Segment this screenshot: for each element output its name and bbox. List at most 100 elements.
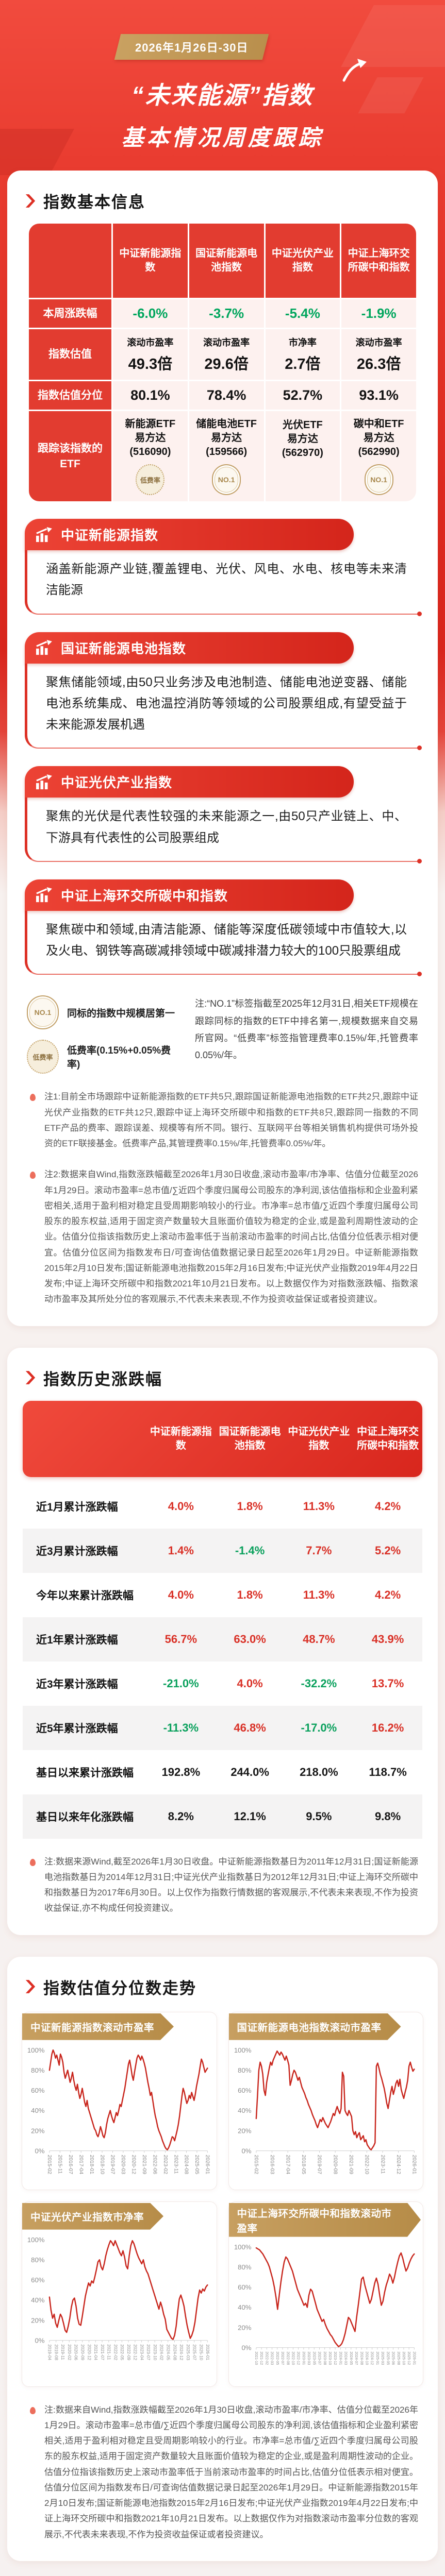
chart-title: 中证上海环交所碳中和指数滚动市盈率 — [229, 2203, 421, 2237]
cell-value: 11.3% — [303, 1588, 335, 1601]
cell-value: -1.9% — [361, 306, 397, 321]
svg-text:2021-07: 2021-07 — [100, 2344, 105, 2360]
svg-text:100%: 100% — [234, 2046, 251, 2054]
svg-text:2023-10: 2023-10 — [328, 2351, 332, 2365]
row-label: 跟踪该指数的ETF — [29, 411, 111, 501]
etf-name: 新能源ETF — [125, 418, 176, 430]
svg-text:2020-12: 2020-12 — [131, 2155, 137, 2174]
svg-text:2019-08: 2019-08 — [54, 2344, 59, 2360]
basic-info-table: 中证新能源指数 国证新能源电池指数 中证光伏产业指数 中证上海环交所碳中和指数 … — [29, 224, 416, 501]
svg-text:2022-02: 2022-02 — [113, 2344, 118, 2360]
section-header-history: 指数历史涨跌幅 — [22, 1363, 423, 1401]
row-label: 近1月累计涨跌幅 — [36, 1501, 118, 1513]
svg-text:2023-12: 2023-12 — [333, 2351, 337, 2365]
row-label: 基日以来年化涨跌幅 — [36, 1811, 134, 1823]
table-row: 近5年累计涨跌幅 -11.3% 46.8% -17.0% 16.2% — [23, 1705, 422, 1750]
table-row: 今年以来累计涨跌幅 4.0% 1.8% 11.3% 4.2% — [23, 1573, 422, 1617]
svg-text:2024-10: 2024-10 — [365, 2351, 369, 2365]
cell-value: 93.1% — [359, 387, 399, 403]
chart-title: 中证新能源指数滚动市盈率 — [22, 2013, 174, 2040]
svg-text:80%: 80% — [31, 2066, 45, 2074]
legend-item-no1: NO.1 同标的指数中规模居第一 — [27, 995, 182, 1030]
svg-text:2019-07: 2019-07 — [316, 2155, 322, 2174]
svg-text:2023-04: 2023-04 — [139, 2344, 144, 2360]
svg-text:2024-12: 2024-12 — [395, 2155, 401, 2174]
svg-text:60%: 60% — [31, 2276, 45, 2284]
cell-value: 52.7% — [283, 387, 323, 403]
cell-value: 4.0% — [168, 1588, 194, 1601]
chart-panel-photovoltaic: 中证光伏产业指数市净率 100% 80% 60% 40% 20% 0% 2019-04 201… — [22, 2201, 217, 2387]
svg-text:2018-05: 2018-05 — [301, 2155, 306, 2174]
svg-text:0%: 0% — [35, 2147, 44, 2155]
table-row: 近1年累计涨跌幅 56.7% 63.0% 48.7% 43.9% — [23, 1617, 422, 1662]
svg-text:2018-01: 2018-01 — [89, 2155, 94, 2174]
etf-code: (562970) — [282, 447, 323, 459]
history-table-header: 中证新能源指数 国证新能源电池指数 中证光伏产业指数 中证上海环交所碳中和指数 — [23, 1400, 422, 1477]
chevron-icon — [25, 1980, 36, 1993]
cell-value: 49.3倍 — [128, 356, 173, 372]
cell-value: -32.2% — [301, 1676, 337, 1690]
column-header: 中证上海环交所碳中和指数 — [357, 1426, 419, 1451]
svg-text:2015-02: 2015-02 — [253, 2155, 259, 2174]
section-title: 指数基本信息 — [43, 193, 145, 211]
cell-value: 118.7% — [369, 1765, 407, 1778]
table-corner — [29, 224, 111, 298]
etf-company: 易方达 — [287, 433, 318, 445]
cell-value: -21.0% — [163, 1676, 199, 1690]
etf-cell: 光伏ETF 易方达 (562970) — [265, 411, 340, 501]
cell-value: 48.7% — [303, 1632, 335, 1646]
svg-text:2022-05: 2022-05 — [120, 2344, 125, 2360]
header: 2026年1月26日-30日 “未来能源”指数 基本情况周度跟踪 — [0, 0, 445, 171]
chevron-icon — [25, 1371, 36, 1384]
cell-value: 11.3% — [303, 1499, 335, 1513]
index-banner: 中证新能源指数 — [25, 519, 354, 550]
basic-info-card: 指数基本信息 中证新能源指数 国证新能源电池指数 中证光伏产业指数 中证上海环交… — [7, 171, 438, 1326]
cell-value: 5.2% — [375, 1544, 401, 1557]
svg-text:40%: 40% — [238, 2107, 252, 2114]
chevron-icon — [25, 194, 36, 208]
svg-text:2022-07: 2022-07 — [281, 2351, 285, 2365]
page-subtitle: 基本情况周度跟踪 — [121, 126, 324, 150]
svg-text:2025-03: 2025-03 — [381, 2351, 385, 2365]
svg-text:2022-05: 2022-05 — [275, 2351, 279, 2365]
svg-text:2026-01: 2026-01 — [205, 2155, 210, 2174]
etf-code: (516090) — [129, 446, 171, 457]
svg-text:20%: 20% — [238, 2324, 252, 2331]
index-body: 聚焦储能领域,由50只业务涉及电池制造、储能电池逆变器、储能电池系统集成、电池温… — [25, 663, 422, 751]
svg-text:2022-03: 2022-03 — [270, 2351, 274, 2365]
chart-panel-new-energy: 中证新能源指数滚动市盈率 100% 80% 60% 40% 20% 0% 2015-02 20… — [22, 2011, 217, 2190]
svg-text:2024-07: 2024-07 — [354, 2351, 358, 2365]
cell-value: 4.2% — [375, 1588, 401, 1601]
cell-value: 1.4% — [168, 1544, 194, 1557]
etf-code: (159566) — [206, 446, 248, 457]
rising-arrow-icon — [342, 59, 367, 82]
table-row: 近3月累计涨跌幅 1.4% -1.4% 7.7% 5.2% — [23, 1528, 422, 1573]
svg-text:2018-10: 2018-10 — [99, 2155, 105, 2174]
svg-text:2023-03: 2023-03 — [307, 2351, 311, 2365]
chart-panel-carbon-neutral: 中证上海环交所碳中和指数滚动市盈率 100% 80% 60% 40% 20% 0% 2021… — [228, 2201, 423, 2387]
metric-name: 滚动市盈率 — [203, 337, 250, 348]
etf-company: 易方达 — [211, 432, 242, 444]
index-title: 中证上海环交所碳中和指数 — [61, 888, 228, 904]
chart-growth-icon — [36, 774, 52, 789]
column-header: 国证新能源电池指数 — [219, 1426, 281, 1451]
svg-text:2022-08: 2022-08 — [286, 2351, 290, 2365]
legend-note: 注:“NO.1”标签指截至2025年12月31日,相关ETF规模在跟踪同标的指数… — [195, 998, 418, 1061]
svg-text:2022-10: 2022-10 — [291, 2351, 295, 2365]
svg-text:60%: 60% — [238, 2283, 252, 2291]
svg-text:2025-06: 2025-06 — [391, 2351, 395, 2365]
cell-value: 1.8% — [237, 1588, 263, 1601]
svg-text:2024-08: 2024-08 — [184, 2155, 189, 2174]
row-label: 近3月累计涨跌幅 — [36, 1545, 118, 1557]
svg-text:2020-09: 2020-09 — [80, 2344, 85, 2360]
valuation-line-chart: 100% 80% 60% 40% 20% 0%2015-02 2016-03 2017-04 2… — [234, 2046, 417, 2174]
svg-text:2026-01: 2026-01 — [412, 2351, 416, 2365]
index-banner: 中证上海环交所碳中和指数 — [25, 879, 354, 911]
svg-text:80%: 80% — [238, 2263, 252, 2271]
table-row: 基日以来年化涨跌幅 8.2% 12.1% 9.5% 9.8% — [23, 1794, 422, 1839]
cell-value: 192.8% — [161, 1765, 201, 1778]
column-header: 中证光伏产业指数 — [288, 1426, 350, 1451]
svg-text:2023-07: 2023-07 — [317, 2351, 321, 2365]
row-label: 近5年累计涨跌幅 — [36, 1722, 118, 1735]
valuation-note: 注:数据来自Wind,指数涨跌幅截至2026年1月30日收盘,滚动市盈率/市净率… — [27, 2402, 418, 2543]
